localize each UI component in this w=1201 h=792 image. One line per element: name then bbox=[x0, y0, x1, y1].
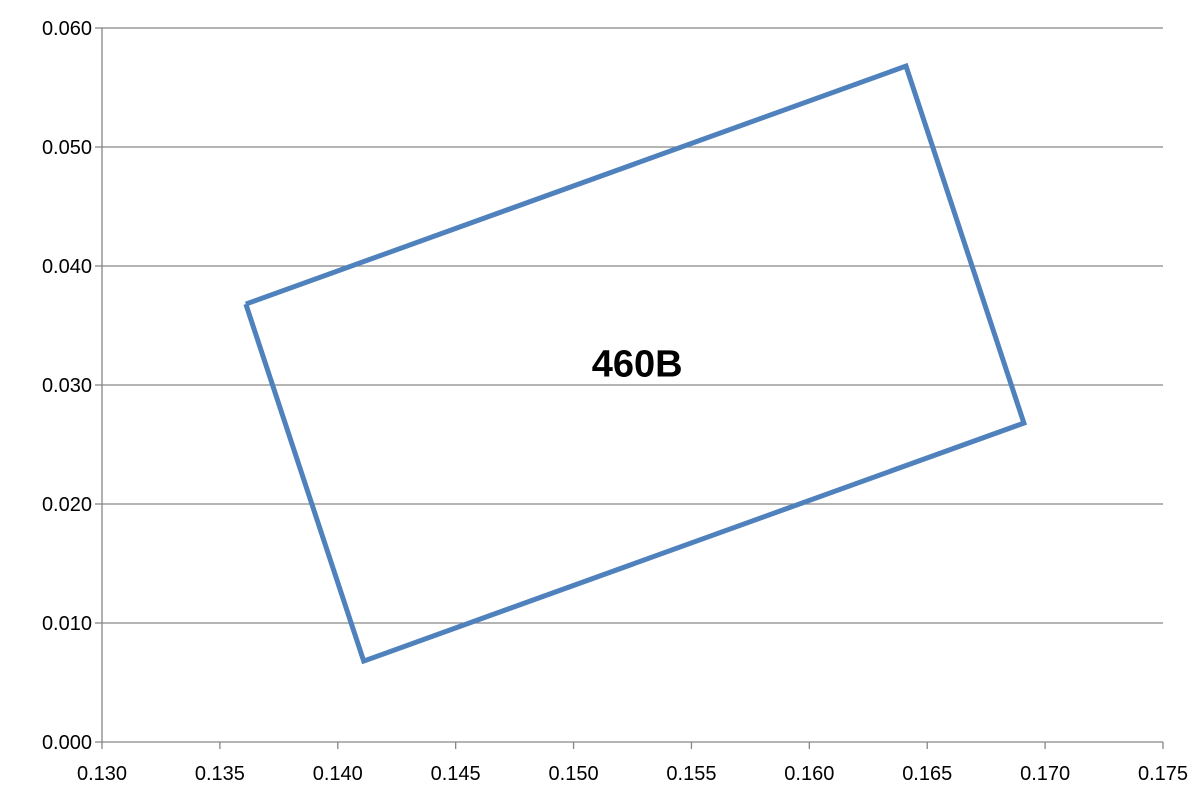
series-line-0 bbox=[243, 62, 1028, 665]
axes bbox=[95, 27, 1164, 749]
x-tick-label: 0.140 bbox=[313, 763, 363, 785]
y-tick-labels: 0.000 0.010 0.020 0.030 0.040 0.050 0.060 bbox=[42, 18, 92, 754]
x-tick-labels: 0.130 0.135 0.140 0.145 0.150 0.155 0.160 0.165… bbox=[77, 763, 1188, 785]
gridlines bbox=[102, 27, 1163, 624]
y-tick-label: 0.040 bbox=[42, 256, 92, 278]
y-tick-label: 0.000 bbox=[42, 732, 92, 754]
y-tick-label: 0.030 bbox=[42, 375, 92, 397]
y-tick-label: 0.020 bbox=[42, 494, 92, 516]
annotations: 460B bbox=[592, 344, 683, 386]
y-tick-label: 0.050 bbox=[42, 137, 92, 159]
y-tick-label: 0.060 bbox=[42, 18, 92, 40]
x-tick-label: 0.175 bbox=[1138, 763, 1188, 785]
y-tick-label: 0.010 bbox=[42, 613, 92, 635]
x-tick-label: 0.165 bbox=[902, 763, 952, 785]
x-tick-label: 0.145 bbox=[431, 763, 481, 785]
x-tick-label: 0.155 bbox=[666, 763, 716, 785]
x-tick-label: 0.150 bbox=[549, 763, 599, 785]
x-tick-label: 0.130 bbox=[77, 763, 127, 785]
x-tick-label: 0.135 bbox=[195, 763, 245, 785]
x-tick-label: 0.160 bbox=[784, 763, 834, 785]
series bbox=[243, 62, 1028, 665]
annotation-label: 460B bbox=[592, 344, 683, 386]
x-tick-label: 0.170 bbox=[1020, 763, 1070, 785]
